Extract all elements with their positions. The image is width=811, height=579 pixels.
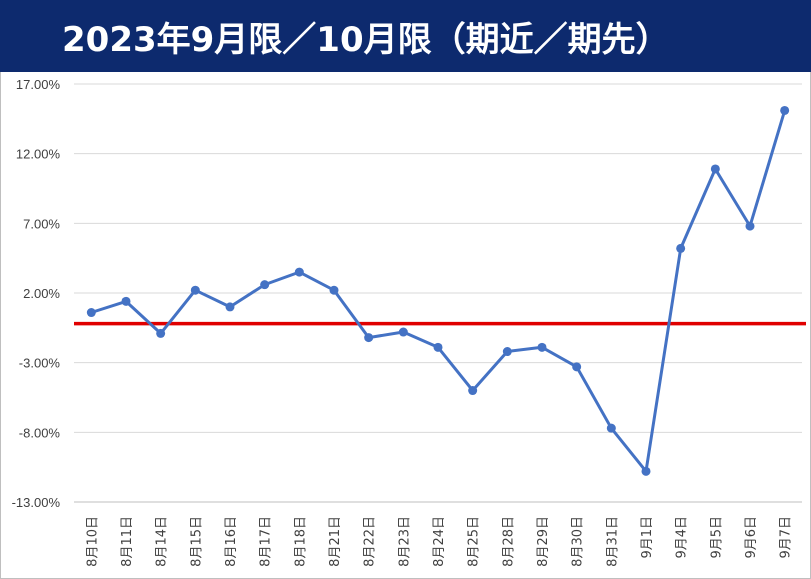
- y-tick-label: -13.00%: [12, 495, 61, 510]
- data-point: [572, 362, 582, 372]
- data-point: [225, 302, 235, 312]
- x-tick-label: 8月18日: [293, 516, 308, 567]
- data-point: [641, 466, 651, 476]
- y-axis-ticks: 17.00% 12.00% 7.00% 2.00% -3.00% -8.00% -13.00…: [12, 77, 61, 510]
- gridlines: [74, 83, 802, 503]
- data-point: [606, 423, 616, 433]
- data-point: [745, 221, 755, 231]
- x-tick-label: 9月7日: [779, 516, 794, 559]
- x-tick-label: 8月15日: [189, 516, 204, 567]
- x-tick-label: 8月21日: [328, 516, 343, 567]
- x-tick-label: 8月29日: [536, 516, 551, 567]
- series-layer: [86, 105, 790, 476]
- x-tick-label: 8月28日: [501, 516, 516, 567]
- data-point: [710, 164, 720, 174]
- x-tick-label: 8月11日: [120, 516, 135, 567]
- data-point: [433, 342, 443, 352]
- y-tick-label: 12.00%: [16, 147, 61, 162]
- data-point: [468, 386, 478, 396]
- data-point: [329, 285, 339, 295]
- data-point: [364, 333, 374, 343]
- data-point: [294, 267, 304, 277]
- x-tick-label: 8月23日: [397, 516, 412, 567]
- data-point: [190, 285, 200, 295]
- data-point: [156, 328, 166, 338]
- x-axis-ticks: 8月10日 8月11日 8月14日 8月15日 8月16日 8月17日 8月18日 8月21日…: [85, 516, 793, 567]
- x-tick-label: 8月17日: [259, 516, 274, 567]
- x-tick-label: 8月30日: [571, 516, 586, 567]
- x-tick-label: 8月16日: [224, 516, 239, 567]
- x-tick-label: 9月6日: [744, 516, 759, 559]
- x-tick-label: 8月22日: [363, 516, 378, 567]
- data-point: [121, 296, 131, 306]
- x-tick-label: 8月31日: [605, 516, 620, 567]
- x-tick-label: 9月5日: [709, 516, 724, 559]
- data-point: [676, 243, 686, 253]
- y-tick-label: 7.00%: [23, 216, 60, 231]
- y-tick-label: -8.00%: [19, 425, 61, 440]
- data-point: [260, 280, 270, 290]
- data-point: [502, 347, 512, 357]
- x-tick-label: 8月10日: [85, 516, 100, 567]
- data-point: [398, 327, 408, 337]
- x-tick-label: 9月4日: [675, 516, 690, 559]
- x-tick-label: 8月14日: [155, 516, 170, 567]
- y-tick-label: -3.00%: [19, 356, 61, 371]
- title-bar: 2023年9月限／10月限（期近／期先）: [0, 0, 811, 72]
- x-tick-label: 9月1日: [640, 516, 655, 559]
- y-tick-label: 17.00%: [16, 77, 61, 92]
- data-point: [86, 308, 96, 318]
- x-tick-label: 8月25日: [467, 516, 482, 567]
- data-point: [780, 105, 790, 115]
- y-tick-label: 2.00%: [23, 286, 60, 301]
- x-tick-label: 8月24日: [432, 516, 447, 567]
- data-point: [537, 342, 547, 352]
- chart-title: 2023年9月限／10月限（期近／期先）: [62, 20, 670, 60]
